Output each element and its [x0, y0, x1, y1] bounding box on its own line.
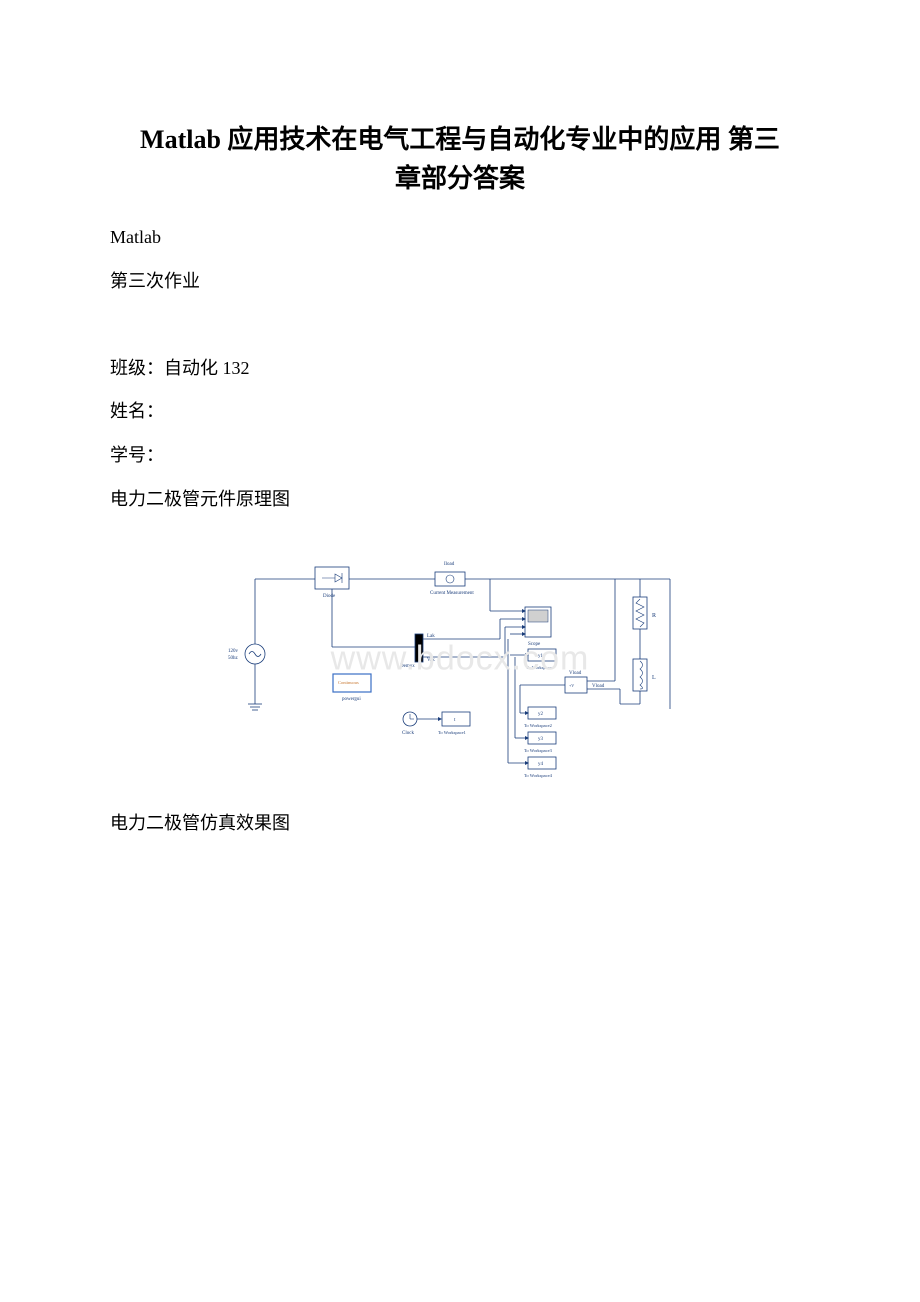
body-content: Matlab 第三次作业 班级：自动化 132 姓名： 学号： 电力二极管元件原… [110, 218, 820, 519]
vload-label: Vload [569, 671, 582, 676]
t-block: t To Workspace1 [438, 712, 470, 735]
inductor-block: L [633, 659, 656, 691]
vak-label: Vak [427, 658, 435, 663]
ac-source-block: 120v 50hz [228, 644, 265, 664]
y3-label2: To Workspace3 [524, 748, 553, 753]
resistor-block: R [633, 597, 656, 629]
powergui-label1: Continuous [338, 680, 359, 685]
y2-block: y2 To Workspace2 [524, 707, 556, 728]
y1-label: y1 [538, 654, 544, 659]
t-label2: To Workspace1 [438, 730, 466, 735]
diagram-title: 电力二极管元件原理图 [110, 480, 820, 520]
title-line1: Matlab 应用技术在电气工程与自动化专业中的应用 第三 [140, 125, 780, 154]
svg-text:+V: +V [569, 683, 574, 688]
clock-block: Clock [402, 712, 417, 736]
schematic-svg: 120v 50hz Diode [220, 539, 700, 779]
y4-label2: To Workspace4 [524, 773, 553, 778]
name-label: 姓名： [110, 392, 820, 432]
y2-label2: To Workspace2 [524, 723, 552, 728]
powergui-label2: powergui [342, 697, 361, 702]
matlab-label: Matlab [110, 218, 820, 258]
y1-label2: To Workspace [526, 665, 552, 670]
scope-label: Scope [528, 642, 541, 647]
y4-block: y4 To Workspace4 [524, 757, 556, 778]
y3-label: y3 [538, 737, 544, 742]
powergui-block: Continuous powergui [333, 674, 371, 702]
vload-label2: Vload [592, 684, 605, 689]
title-line2: 章部分答案 [395, 164, 525, 193]
y2-label: y2 [538, 712, 544, 717]
lak-label: Lak [427, 634, 435, 639]
id-label: 学号： [110, 436, 820, 476]
t-label: t [454, 718, 456, 723]
r-label: R [652, 613, 656, 619]
simulation-title: 电力二极管仿真效果图 [110, 809, 820, 835]
source-label1: 120v [228, 649, 239, 654]
demux-label: Demux [400, 664, 415, 669]
scope-block: Scope [525, 607, 551, 647]
homework-label: 第三次作业 [110, 262, 820, 302]
circuit-diagram: 120v 50hz Diode [220, 539, 700, 779]
class-label: 班级：自动化 132 [110, 349, 820, 389]
l-label: L [652, 675, 656, 681]
current-meas-label: Current Measurement [430, 591, 474, 596]
diode-label: Diode [323, 594, 336, 599]
ground-icon [248, 694, 262, 710]
y4-label: y4 [538, 762, 544, 767]
page-title: Matlab 应用技术在电气工程与自动化专业中的应用 第三 章部分答案 [100, 120, 820, 198]
diode-block: Diode [315, 567, 349, 599]
iload-label: Iload [444, 562, 455, 567]
vload-block: +V Vload Vload [565, 671, 605, 693]
y1-block: y1 To Workspace [526, 649, 556, 670]
y3-block: y3 To Workspace3 [524, 732, 556, 753]
source-label2: 50hz [228, 656, 239, 661]
clock-label: Clock [402, 731, 414, 736]
